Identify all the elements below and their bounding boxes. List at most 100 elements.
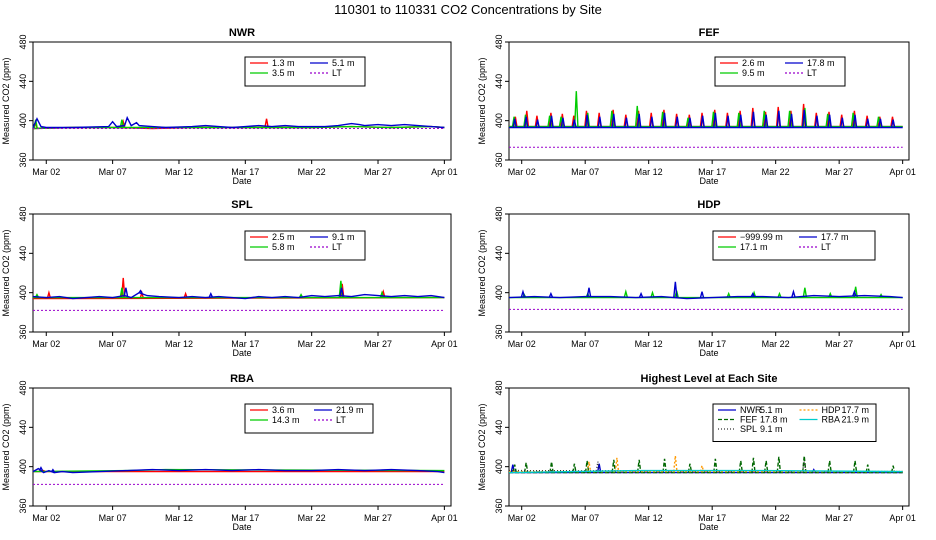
series-spike [596,463,602,473]
series-spike [763,460,769,473]
x-tick-label: Apr 01 [431,167,458,177]
series-5-1-m [32,115,445,129]
legend-label: FEF [740,415,758,425]
legend-box [714,56,846,87]
legend-box [244,56,366,87]
y-axis-label: Measured CO2 (ppm) [1,57,11,144]
x-axis-label: Date [699,348,718,358]
panel-title: NWR [229,27,255,39]
x-tick-label: Mar 22 [762,513,790,523]
series-spike [46,290,52,299]
legend-label: LT [821,242,831,252]
x-tick-label: Mar 17 [231,339,259,349]
series-spike [802,287,808,298]
series-spike [751,111,756,128]
legend-box [244,403,374,434]
y-tick-label: 480 [494,34,504,49]
series-RBA [508,469,903,474]
y-tick-label: 440 [494,74,504,89]
series-9-1-m [32,287,445,300]
series-spike [827,460,832,473]
panel-title: Highest Level at Each Site [641,373,778,385]
series-spike [662,458,667,473]
x-tick-label: Mar 22 [298,339,326,349]
series-spike [208,291,214,298]
series-spike [673,281,678,298]
x-tick-label: Mar 02 [508,167,536,177]
x-tick-label: Mar 17 [231,513,259,523]
legend-box [712,230,876,261]
y-tick-label: 440 [494,246,504,261]
series-spike [535,119,540,128]
x-tick-label: Mar 07 [99,339,127,349]
series-spike [776,110,782,128]
series-FEF [509,455,903,474]
x-tick-label: Mar 27 [825,513,853,523]
legend-label: 2.6 m [742,58,765,68]
series-spike [649,116,655,128]
series-spike [548,291,554,298]
series-spike [791,289,796,298]
legend-height: 9.1 m [760,424,783,434]
legend-label: 3.6 m [272,405,295,415]
panel-hdp: HDP 360 400 440 480 Mar 02 Mar 07 Mar 12 Mar 17 M… [477,199,916,358]
legend-label: SPL [740,424,757,434]
legend-height: 21.9 m [842,415,870,425]
legend-height: 17.8 m [760,415,788,425]
x-tick-label: Mar 07 [571,167,599,177]
x-tick-label: Apr 01 [431,339,458,349]
x-tick-label: Mar 22 [298,513,326,523]
x-tick-label: Mar 17 [698,339,726,349]
panel-title: HDP [697,199,720,211]
legend-label: 17.1 m [740,242,768,252]
legend-label: LT [332,68,342,78]
legend-label: 14.3 m [272,415,300,425]
plot-frame [32,387,452,507]
y-tick-label: 480 [18,380,28,395]
series-spike [636,113,642,128]
series-line [508,294,903,300]
x-tick-label: Apr 01 [889,167,916,177]
series-spike [611,113,617,128]
series-spike [123,287,129,297]
y-tick-label: 440 [18,74,28,89]
series-spike [814,115,820,128]
legend-box [712,403,877,442]
y-tick-label: 480 [494,380,504,395]
series-spike [738,114,744,128]
x-tick-label: Mar 27 [364,167,392,177]
panel-fef: FEF 360 400 440 480 Mar 02 Mar 07 Mar 12 Mar 17 M… [477,27,916,186]
legend: 3.6 m14.3 m 21.9 mLT [244,403,374,434]
legend-label: −999.99 m [740,232,783,242]
x-tick-label: Mar 02 [508,513,536,523]
x-axis-label: Date [232,176,251,186]
series-spike [801,109,807,128]
legend-box [244,230,366,261]
y-tick-label: 440 [18,246,28,261]
x-tick-label: Mar 12 [165,513,193,523]
legend-label: 2.5 m [272,232,295,242]
x-tick-label: Mar 07 [99,513,127,523]
series-SPL [508,461,903,473]
y-tick-label: 360 [18,498,28,513]
panel-rba: RBA 360 400 440 480 Mar 02 Mar 07 Mar 12 Mar 17 M… [1,373,458,532]
series-spike [674,116,680,128]
series-spike [264,118,269,128]
x-tick-label: Mar 12 [165,167,193,177]
y-tick-label: 480 [18,206,28,221]
series-spike [650,290,655,298]
panel-title: FEF [699,27,720,39]
panel-spl: SPL 360 400 440 480 Mar 02 Mar 07 Mar 12 Mar 17 M… [1,199,458,358]
series-spike [611,459,617,473]
panel-title: SPL [231,199,253,211]
series-spike [687,463,693,473]
series-spike [673,455,678,472]
legend-label: 17.7 m [821,232,849,242]
legend-label: 5.1 m [332,58,355,68]
series-line [32,115,445,129]
y-tick-label: 360 [494,498,504,513]
panels: NWR 360 400 440 480 Mar 02 Mar 07 Mar 12 Mar 17 M… [1,27,916,532]
y-tick-label: 480 [494,206,504,221]
series-spike [119,287,125,298]
